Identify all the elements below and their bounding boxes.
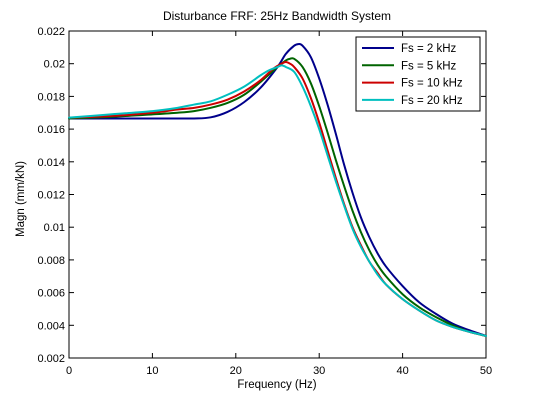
x-tick-label: 20 — [230, 365, 242, 377]
x-axis-label: Frequency (Hz) — [237, 379, 316, 391]
y-tick-label: 0.014 — [37, 157, 65, 169]
y-tick-label: 0.012 — [37, 190, 65, 202]
y-tick-label: 0.002 — [37, 353, 65, 365]
x-tick-label: 10 — [146, 365, 158, 377]
legend-box — [355, 36, 481, 112]
y-tick-labels: 0.002 0.004 0.006 0.008 0.01 0.012 0.014 0.016 0… — [37, 26, 65, 365]
x-tick-label: 30 — [313, 365, 325, 377]
series-line-1 — [68, 43, 487, 337]
y-tick-label: 0.02 — [44, 59, 65, 71]
x-tick-labels: 0 10 20 30 40 50 — [66, 365, 492, 377]
y-tick-label: 0.008 — [37, 255, 65, 267]
y-tick-label: 0.01 — [44, 222, 65, 234]
legend-label: Fs = 20 kHz — [401, 95, 463, 107]
y-tick-label: 0.018 — [37, 91, 65, 103]
y-axis-label: Magn (mm/kN) — [15, 161, 27, 237]
y-tick-label: 0.004 — [37, 320, 65, 332]
legend-entries: Fs = 2 kHz Fs = 5 kHz Fs = 10 kHz Fs = 20 k… — [362, 43, 463, 107]
chart-title: Disturbance FRF: 25Hz Bandwidth System — [163, 9, 391, 23]
y-tick-label: 0.016 — [37, 124, 65, 136]
x-tick-label: 0 — [66, 365, 72, 377]
y-tick-label: 0.006 — [37, 288, 65, 300]
x-tick-label: 50 — [480, 365, 492, 377]
x-tick-label: 40 — [396, 365, 408, 377]
legend-label: Fs = 5 kHz — [401, 60, 457, 72]
axis-ticks — [68, 30, 487, 359]
legend-label: Fs = 2 kHz — [401, 43, 457, 55]
y-tick-label: 0.022 — [37, 26, 65, 38]
series-line-2 — [68, 57, 487, 337]
series-lines — [68, 43, 487, 337]
legend: Fs = 2 kHz Fs = 5 kHz Fs = 10 kHz Fs = 20 k… — [355, 36, 481, 112]
series-line-4 — [68, 64, 487, 337]
legend-label: Fs = 10 kHz — [401, 78, 463, 90]
